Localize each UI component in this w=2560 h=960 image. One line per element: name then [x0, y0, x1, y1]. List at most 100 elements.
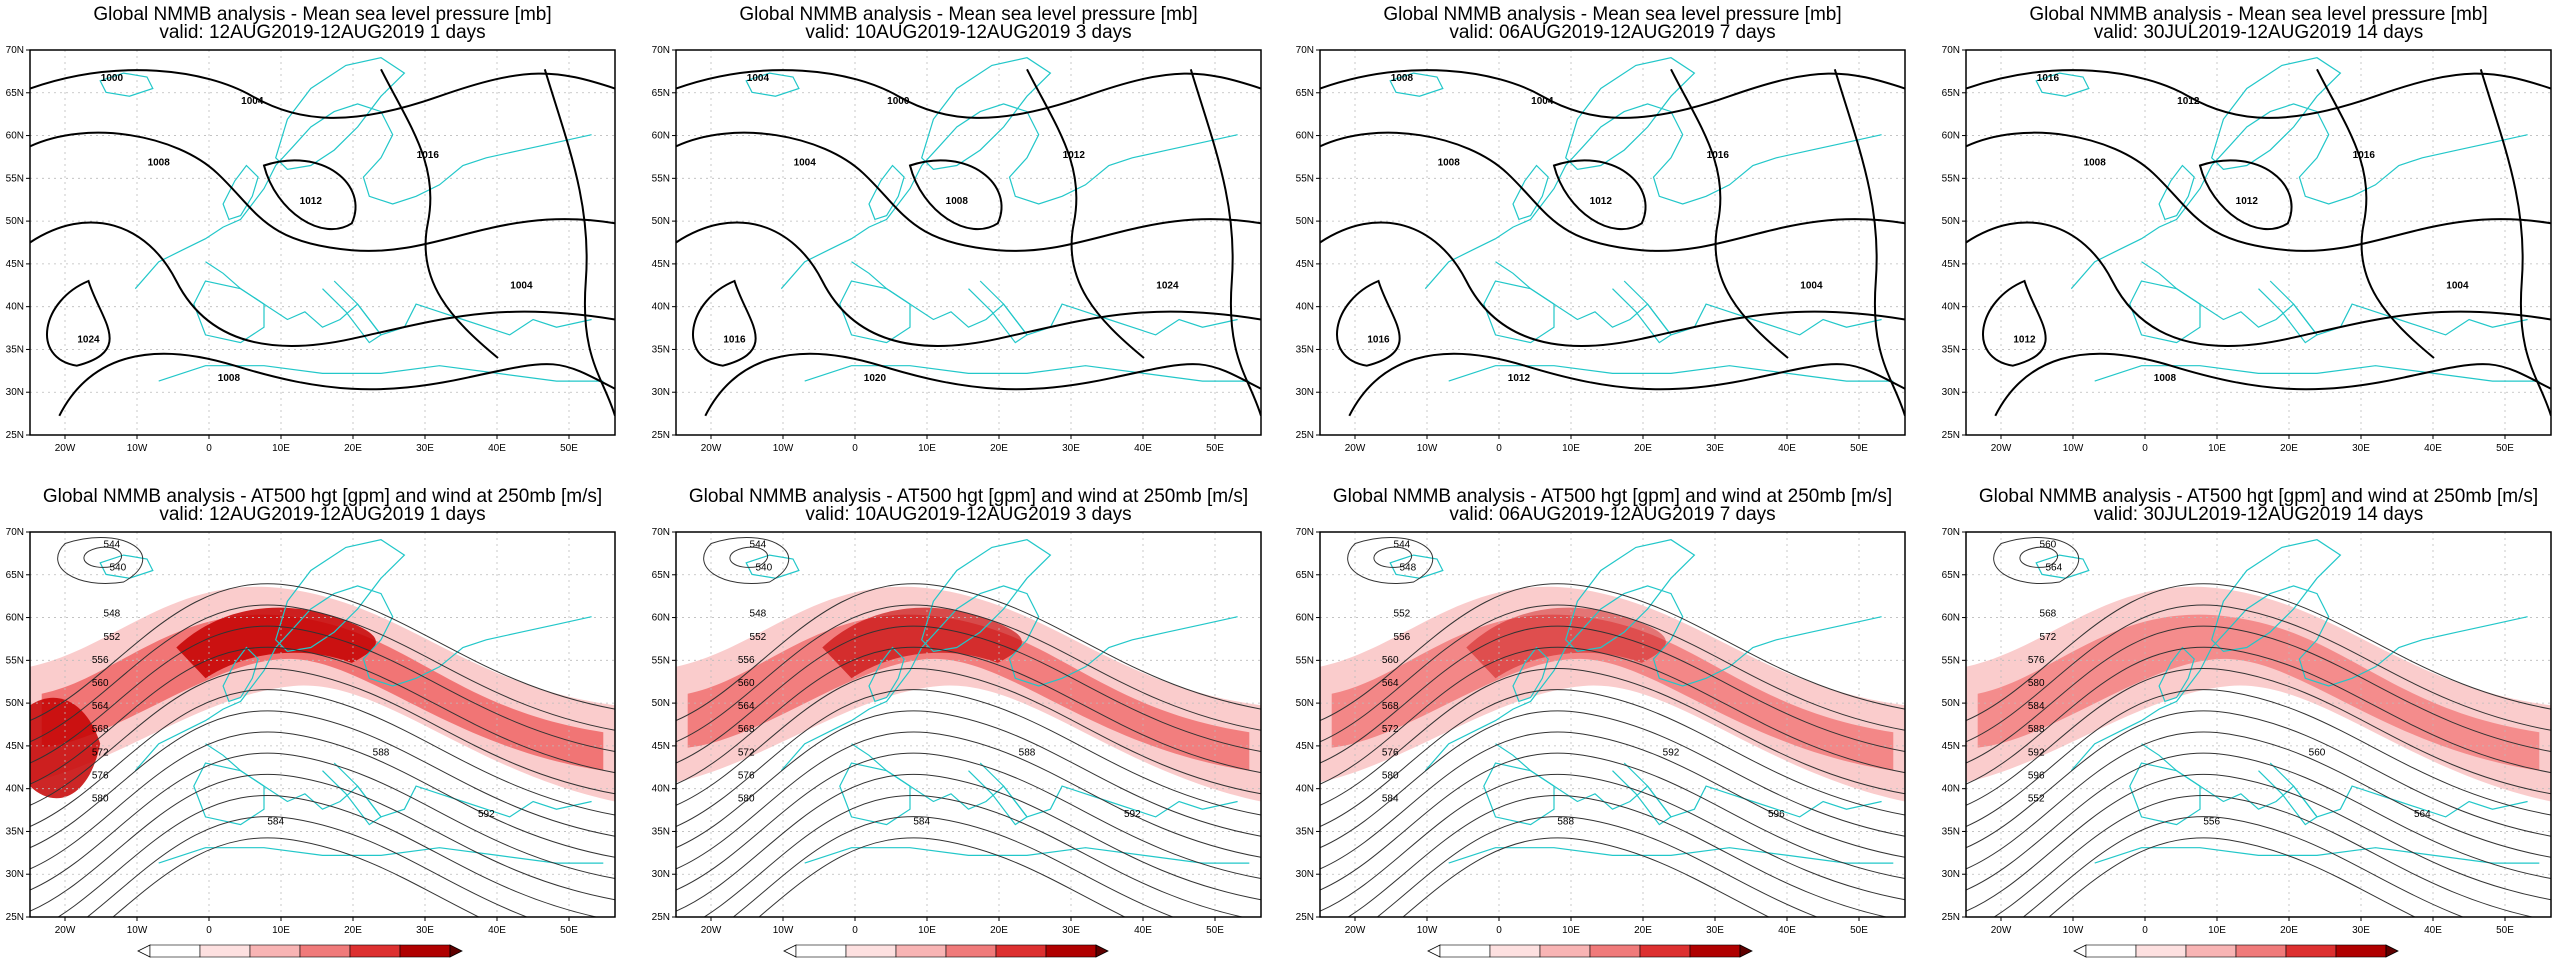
lon-tick-label: 20W — [1991, 443, 2012, 454]
lat-tick-label: 35N — [1296, 826, 1314, 837]
coastline — [868, 164, 905, 221]
contour-label: 1008 — [1391, 73, 1414, 84]
lat-tick-label: 65N — [652, 88, 670, 99]
colorbar-segment — [2285, 944, 2337, 958]
coastline — [1389, 554, 1444, 579]
lon-tick-label: 40E — [488, 443, 506, 454]
coastline — [1448, 847, 1894, 864]
isobar-line — [1966, 221, 2551, 347]
isobar-line — [58, 352, 615, 417]
contour-label: 540 — [755, 563, 772, 574]
colorbar-segment — [2235, 944, 2287, 958]
contour-label: 588 — [1019, 747, 1036, 758]
panel-mslp-1d: Global NMMB analysis - Mean sea level pr… — [6, 4, 616, 454]
lon-tick-label: 20E — [1634, 925, 1652, 936]
jet-shading-core — [176, 607, 376, 679]
jet-shading-mid — [1331, 614, 1894, 771]
colorbar-segment — [299, 944, 351, 958]
isobar-line — [676, 69, 1261, 119]
lon-tick-label: 10W — [127, 443, 148, 454]
lat-tick-label: 65N — [6, 570, 24, 581]
contour-label: 1008 — [1438, 158, 1461, 169]
lon-tick-label: 20E — [2280, 443, 2298, 454]
lat-tick-label: 45N — [6, 259, 24, 270]
contour-label: 564 — [2414, 809, 2431, 820]
height-contour-line — [1966, 774, 2551, 912]
lat-tick-label: 65N — [1296, 570, 1314, 581]
isobar-line — [543, 69, 615, 417]
lon-tick-label: 50E — [1850, 443, 1868, 454]
height-contour-line — [2022, 816, 2465, 917]
coastline — [2070, 585, 2528, 772]
map-area: 1008 1004 1008 1012 1016 1016 1012 1004 — [1320, 50, 1905, 435]
colorbar-segment — [2335, 944, 2387, 958]
lat-tick-label: 30N — [6, 869, 24, 880]
height-contour-line — [2019, 546, 2058, 568]
lat-tick-label: 45N — [652, 259, 670, 270]
isobar-line — [30, 221, 615, 347]
panel-subtitle: valid: 06AUG2019-12AUG2019 7 days — [1449, 22, 1775, 43]
coastline — [968, 762, 1028, 826]
colorbar: 303540455060 — [137, 944, 463, 958]
lon-tick-label: 30E — [416, 925, 434, 936]
coastline — [222, 164, 259, 221]
isobar-line — [1982, 279, 2047, 367]
height-contour-line — [676, 731, 1261, 870]
coastline — [275, 57, 406, 170]
lon-tick-label: 20W — [1991, 925, 2012, 936]
lat-tick-label: 70N — [1296, 45, 1314, 56]
colorbar-segment — [1489, 944, 1541, 958]
contour-label: 1016 — [2353, 150, 2376, 161]
height-contour-line — [1320, 625, 1905, 764]
panel-z500-3d: Global NMMB analysis - AT500 hgt [gpm] a… — [652, 486, 1262, 958]
coastline — [2070, 103, 2528, 290]
contour-label: 564 — [738, 701, 755, 712]
height-contour-line — [83, 546, 122, 568]
isobar-line — [262, 159, 357, 230]
isobar-line — [1348, 352, 1905, 417]
lat-tick-label: 25N — [1296, 430, 1314, 441]
lat-tick-label: 60N — [1296, 613, 1314, 624]
contour-label: 560 — [2040, 539, 2057, 550]
lat-tick-label: 65N — [652, 570, 670, 581]
height-contour-line — [1320, 710, 1905, 849]
colorbar: 303540455060 — [783, 944, 1109, 958]
isobar-line — [1670, 68, 1789, 359]
coastline — [1612, 280, 1672, 344]
lon-tick-label: 20E — [344, 443, 362, 454]
colorbar-segment — [399, 944, 451, 958]
panel-mslp-3d: Global NMMB analysis - Mean sea level pr… — [652, 4, 1262, 454]
lat-tick-label: 35N — [6, 826, 24, 837]
map-area: 1016 1012 1008 1012 1016 1012 1008 1004 — [1966, 50, 2551, 435]
contour-label: 564 — [2045, 563, 2062, 574]
lon-tick-label: 30E — [416, 443, 434, 454]
jet-shading-mid — [41, 614, 604, 771]
coastline — [968, 280, 1028, 344]
lon-tick-label: 30E — [1062, 925, 1080, 936]
lon-tick-label: 0 — [206, 925, 212, 936]
lat-tick-label: 40N — [1942, 784, 1960, 795]
isobar-line — [30, 131, 615, 252]
colorbar-arrow-right — [2385, 944, 2399, 958]
lon-tick-label: 10W — [1417, 925, 1438, 936]
contour-label: 568 — [738, 724, 755, 735]
height-contour-line — [676, 604, 1261, 743]
lat-tick-label: 45N — [1942, 741, 1960, 752]
lat-tick-label: 45N — [6, 741, 24, 752]
lat-tick-label: 70N — [1296, 527, 1314, 538]
map-area: 544 548 552 556 560 564 568 572 576 580 584 588 592 5… — [1320, 532, 1905, 917]
contour-label: 1012 — [1508, 373, 1531, 384]
lon-tick-label: 10E — [918, 925, 936, 936]
coastline — [1512, 164, 1549, 221]
colorbar-segment — [1689, 944, 1741, 958]
contour-label: 1024 — [1156, 281, 1179, 292]
lat-tick-label: 70N — [1942, 527, 1960, 538]
lat-tick-label: 60N — [6, 613, 24, 624]
isobar-line — [1320, 131, 1905, 252]
height-contour-line — [30, 731, 615, 870]
lat-tick-label: 25N — [652, 430, 670, 441]
lon-tick-label: 0 — [1496, 925, 1502, 936]
panel-z500-1d: Global NMMB analysis - AT500 hgt [gpm] a… — [6, 486, 616, 958]
contour-label: 1016 — [1707, 150, 1730, 161]
contour-label: 556 — [2203, 817, 2220, 828]
